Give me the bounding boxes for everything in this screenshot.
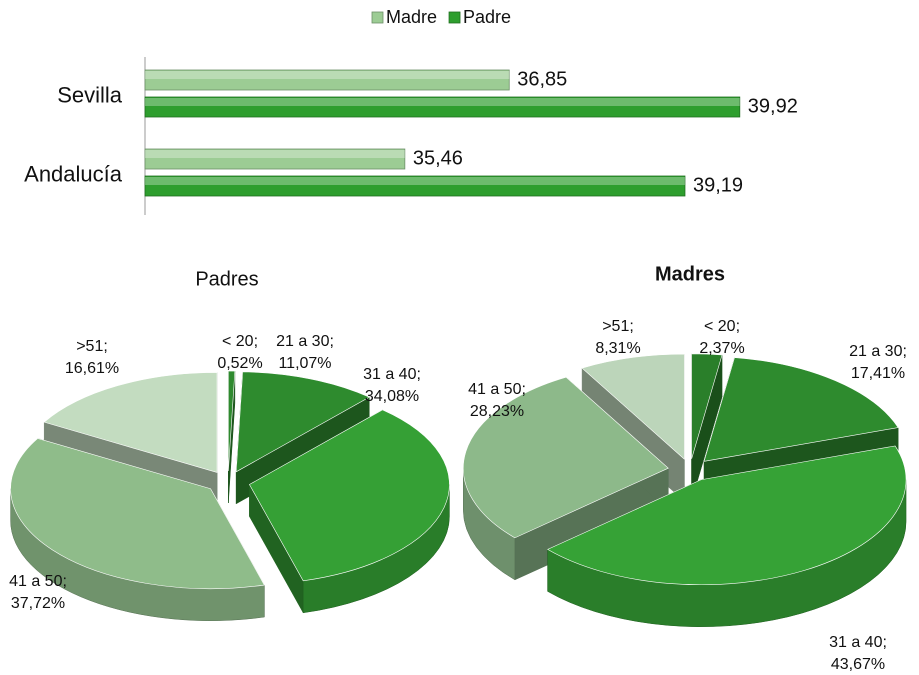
slice-separator: ; — [329, 333, 333, 350]
slice-separator: ; — [103, 338, 107, 355]
slice-category: < 20 — [222, 333, 254, 350]
slice-category: 41 a 50 — [9, 573, 62, 590]
slice-label: < 20; — [222, 333, 258, 350]
pie-slice — [581, 353, 685, 460]
data-label: 0,52% — [217, 355, 262, 372]
slice-label: >51; — [76, 338, 108, 355]
legend-label: Madre — [386, 7, 437, 27]
slice-label: 21 a 30; — [276, 333, 334, 350]
pie-slice — [703, 357, 899, 462]
chart-title: Padres — [195, 268, 258, 290]
data-label: 8,31% — [595, 340, 640, 357]
data-label: 28,23% — [470, 403, 524, 420]
bar-highlight — [145, 150, 405, 158]
legend-label: Padre — [463, 7, 511, 27]
slice-category: 31 a 40 — [363, 366, 416, 383]
bar-highlight — [145, 71, 510, 79]
slice-label: >51; — [602, 318, 634, 335]
pie-slice — [249, 409, 450, 582]
slice-label: 41 a 50; — [468, 381, 526, 398]
bar — [144, 175, 686, 197]
data-label: 35,46 — [413, 147, 463, 169]
data-label: 36,85 — [517, 68, 567, 90]
data-label: 39,19 — [693, 174, 743, 196]
slice-label: < 20; — [704, 318, 740, 335]
data-label: 16,61% — [65, 360, 119, 377]
pie-slice — [228, 370, 236, 472]
data-label: 37,72% — [11, 595, 65, 612]
slice-label: 31 a 40; — [829, 634, 887, 651]
slice-group — [10, 438, 265, 621]
legend: Madre Padre — [371, 7, 511, 27]
pie-slice — [43, 372, 218, 473]
chart-title: Madres — [655, 263, 725, 285]
pie-slice — [691, 353, 723, 459]
slice-label: 21 a 30; — [849, 343, 907, 360]
data-label: 43,67% — [831, 656, 885, 673]
slice-category: < 20 — [704, 318, 736, 335]
bar-highlight — [145, 98, 740, 106]
slice-category: >51 — [76, 338, 103, 355]
slice-separator: ; — [882, 634, 886, 651]
data-label: 11,07% — [278, 355, 331, 372]
legend-swatch — [448, 11, 461, 24]
data-label: 34,08% — [365, 388, 419, 405]
slice-separator: ; — [521, 381, 525, 398]
slice-category: 21 a 30 — [276, 333, 329, 350]
slice-category: >51 — [602, 318, 629, 335]
slice-separator: ; — [736, 318, 740, 335]
bar — [144, 96, 741, 118]
slice-group — [547, 445, 907, 627]
slice-separator: ; — [629, 318, 633, 335]
slice-separator: ; — [416, 366, 420, 383]
slice-group — [249, 409, 450, 614]
bar-highlight — [145, 177, 685, 185]
slice-category: 31 a 40 — [829, 634, 882, 651]
slice-separator: ; — [902, 343, 906, 360]
slice-group — [228, 370, 236, 504]
y-tick-label: Andalucía — [24, 161, 123, 186]
pie-slice — [463, 376, 669, 539]
data-label: 2,37% — [699, 340, 744, 357]
pie — [10, 370, 450, 621]
slice-label: 31 a 40; — [363, 366, 421, 383]
slice-label: 41 a 50; — [9, 573, 67, 590]
legend-swatch — [371, 11, 384, 24]
bar — [144, 148, 406, 170]
slice-category: 21 a 30 — [849, 343, 902, 360]
data-label: 39,92 — [748, 95, 798, 117]
pie-slice — [10, 438, 265, 590]
data-label: 17,41% — [851, 365, 905, 382]
slice-group — [691, 353, 723, 501]
pie-slice — [547, 445, 907, 586]
y-tick-label: Sevilla — [57, 82, 123, 107]
bar — [144, 69, 510, 91]
pie-slice — [235, 371, 370, 473]
slice-separator: ; — [254, 333, 258, 350]
slice-category: 41 a 50 — [468, 381, 521, 398]
pie — [463, 353, 907, 627]
slice-separator: ; — [62, 573, 66, 590]
